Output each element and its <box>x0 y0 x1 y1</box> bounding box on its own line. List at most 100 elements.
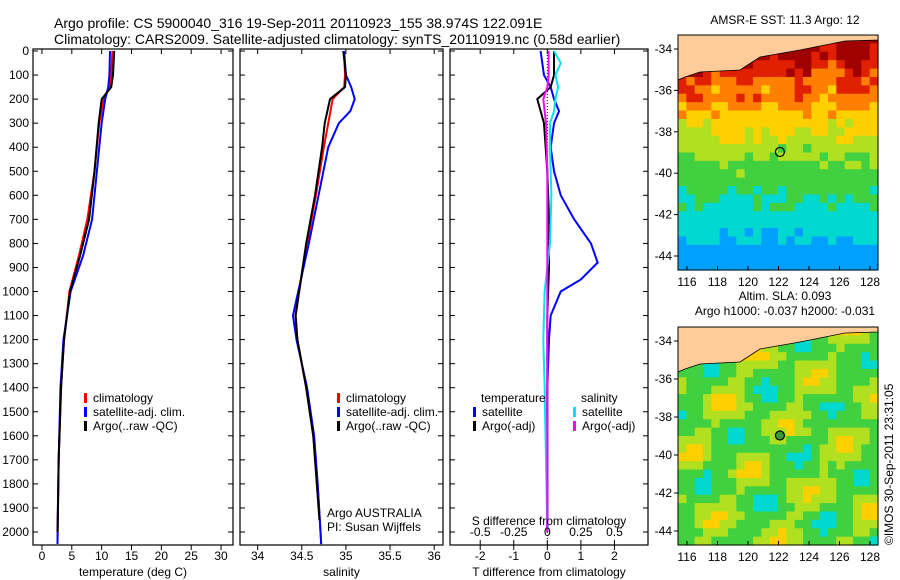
map-cell <box>678 186 687 196</box>
map-cell <box>711 486 721 496</box>
map-cell <box>761 177 771 187</box>
map-cell <box>703 444 712 454</box>
x-tick-label: -2 <box>475 549 486 563</box>
map-cell <box>753 135 762 145</box>
map-cell <box>711 169 721 179</box>
map-cell <box>853 43 862 53</box>
map-cell <box>828 110 837 120</box>
map-cell <box>736 436 746 445</box>
map-cell <box>794 194 804 204</box>
map-cell <box>711 427 721 437</box>
map-cell <box>703 477 712 487</box>
map-cell <box>728 228 737 238</box>
map-cell <box>819 76 829 86</box>
map-cell <box>861 177 871 187</box>
map-cell <box>853 377 862 387</box>
map-cell <box>778 127 787 137</box>
map-cell <box>803 110 812 120</box>
map-cell <box>869 486 879 496</box>
map-cell <box>828 452 837 462</box>
x-tick-label: 0 <box>544 549 551 563</box>
map-cell <box>686 536 696 546</box>
map-cell <box>686 194 696 204</box>
map-cell <box>753 494 762 504</box>
lon-tick-label: 120 <box>738 550 758 564</box>
map-cell <box>828 377 837 387</box>
y-tick-label: 800 <box>9 236 29 250</box>
map-cell <box>786 211 796 221</box>
map-cell <box>794 152 804 162</box>
map-cell <box>778 135 787 145</box>
map-cell <box>728 394 737 404</box>
map-cell <box>711 444 721 454</box>
map-cell <box>861 76 871 86</box>
map-cell <box>811 244 821 254</box>
map-cell <box>744 436 754 445</box>
map-cell <box>711 519 721 529</box>
map-cell <box>711 177 721 187</box>
map-cell <box>694 202 704 212</box>
map-cell <box>844 335 854 345</box>
map-cell <box>694 528 704 538</box>
map-cell <box>744 68 754 78</box>
map-cell <box>811 144 821 154</box>
map-cell <box>794 368 804 378</box>
map-cell <box>828 118 837 128</box>
lon-tick-label: 116 <box>677 275 696 289</box>
y-tick-label: 1000 <box>2 285 29 299</box>
map-cell <box>861 211 871 221</box>
map-cell <box>836 93 846 103</box>
map-cell <box>828 519 837 529</box>
map-cell <box>786 343 796 353</box>
map-cell <box>844 436 854 445</box>
map-cell <box>778 343 787 353</box>
map-cell <box>728 461 737 471</box>
map-cell <box>736 169 746 179</box>
map-cell <box>794 427 804 437</box>
map-cell <box>778 511 787 521</box>
map-cell <box>744 118 754 128</box>
map-cell <box>711 452 721 462</box>
map-cell <box>761 352 771 362</box>
map-cell <box>736 211 746 221</box>
map-cell <box>828 528 837 538</box>
map-cell <box>844 477 854 487</box>
map-cell <box>853 385 862 395</box>
map-cell <box>686 494 696 504</box>
map-cell <box>686 385 696 395</box>
map-cell <box>736 377 746 387</box>
map-cell <box>828 394 837 404</box>
map-cell <box>736 469 746 479</box>
map-cell <box>744 536 754 546</box>
y-tick-label: 600 <box>9 188 29 202</box>
map-cell <box>803 486 812 496</box>
map-cell <box>861 51 871 61</box>
x-tick-label: 36 <box>427 549 441 563</box>
map-cell <box>794 477 804 487</box>
x-tick-label: 20 <box>155 549 169 563</box>
y-tick-label: 1100 <box>3 309 29 323</box>
map-cell <box>769 410 779 420</box>
map-cell <box>761 360 771 370</box>
map-cell <box>728 253 737 263</box>
map-cell <box>694 244 704 254</box>
map-cell <box>778 228 787 238</box>
map-cell <box>719 385 729 395</box>
map-cell <box>786 68 796 78</box>
map-cell <box>719 102 729 112</box>
map-cell <box>844 452 854 462</box>
map-cell <box>819 261 829 271</box>
map-cell <box>786 253 796 263</box>
map-cell <box>778 68 787 78</box>
sst-map-title: AMSR-E SST: 11.3 Argo: 12 <box>710 13 860 27</box>
map-cell <box>836 335 846 345</box>
legend-swatch <box>84 421 87 431</box>
map-cell <box>728 135 737 145</box>
map-cell <box>686 152 696 162</box>
map-cell <box>753 85 762 95</box>
map-cell <box>761 452 771 462</box>
map-cell <box>786 202 796 212</box>
map-cell <box>853 144 862 154</box>
map-cell <box>694 436 704 445</box>
map-cell <box>678 377 687 387</box>
